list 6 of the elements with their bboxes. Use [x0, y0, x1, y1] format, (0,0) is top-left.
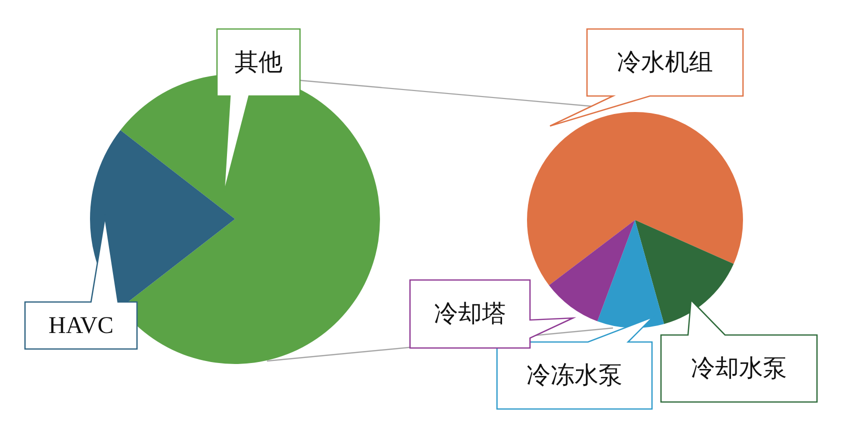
slice-label: 冷冻水泵: [526, 362, 622, 389]
slice-label: 冷水机组: [617, 50, 713, 76]
slice-label: 冷却水泵: [691, 356, 787, 382]
slice-label: HAVC: [48, 312, 114, 339]
slice-label: 其他: [234, 50, 282, 76]
slice-label: 冷却塔: [434, 301, 506, 328]
